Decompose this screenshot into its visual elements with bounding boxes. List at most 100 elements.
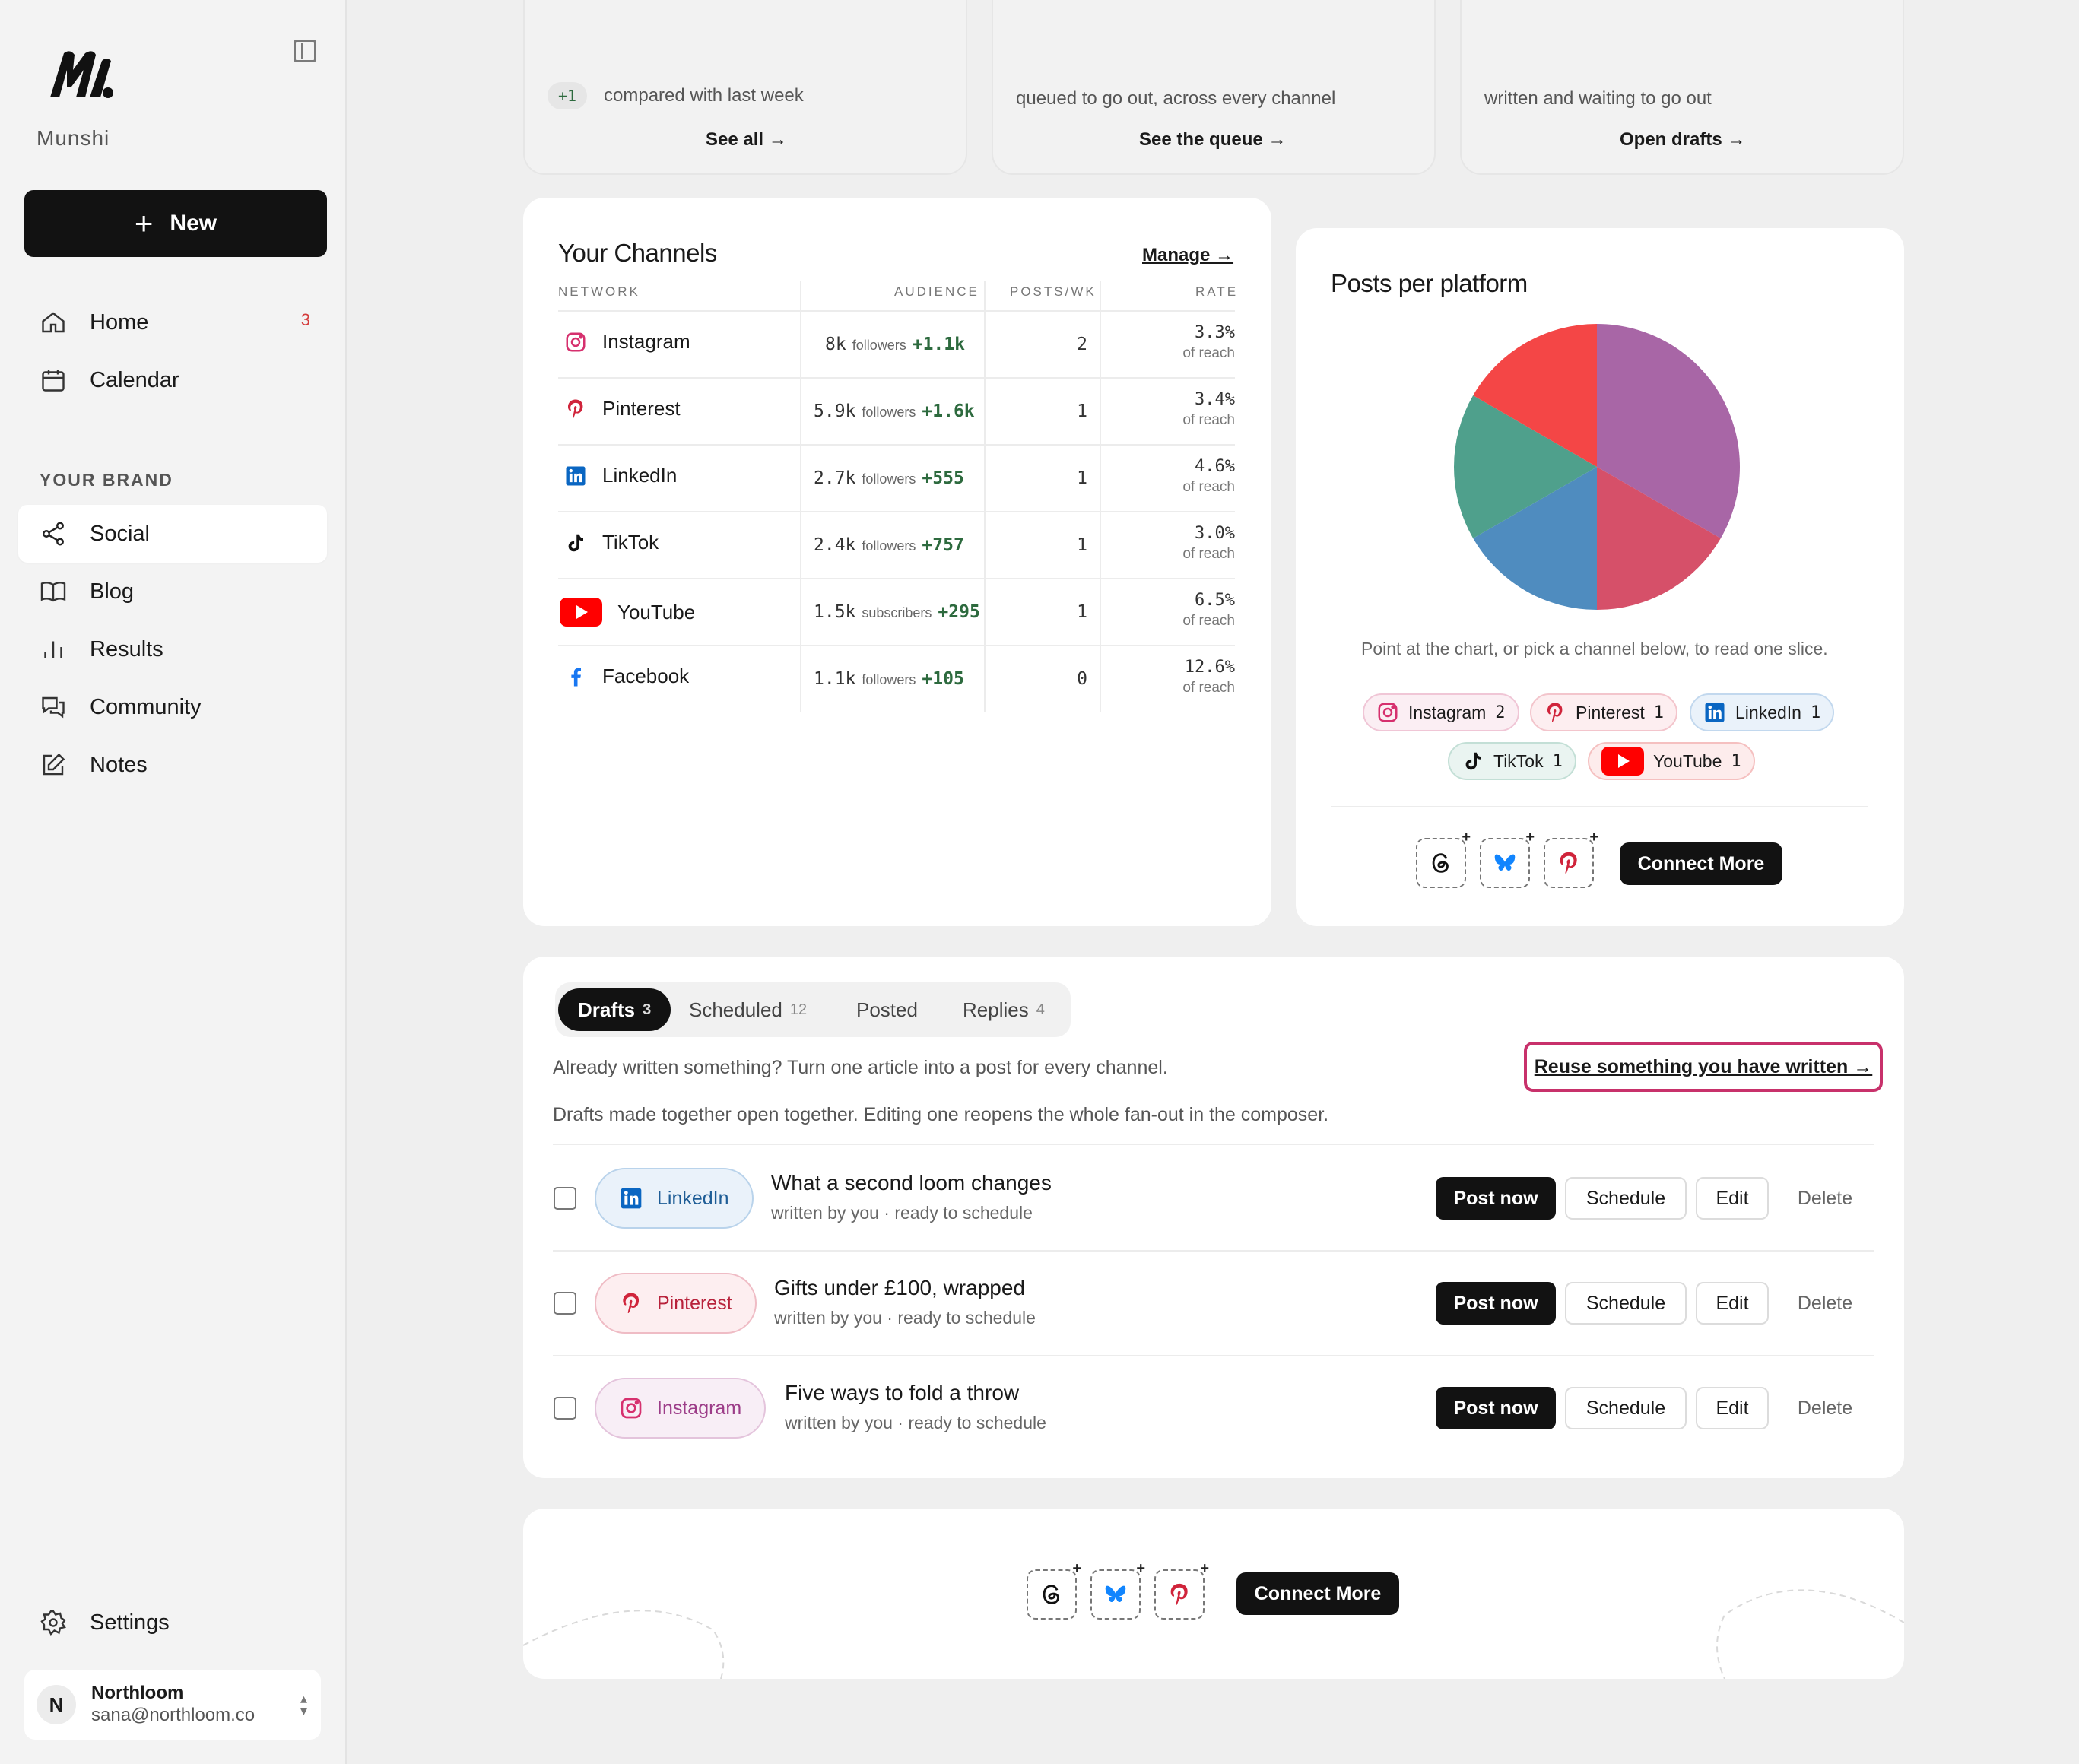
delete-button[interactable]: Delete (1797, 1187, 1853, 1209)
linkedin-icon (1705, 703, 1725, 722)
tab-posted[interactable]: Posted (836, 988, 938, 1031)
pie-slice-tiktok[interactable] (1454, 395, 1597, 538)
edit-button[interactable]: Edit (1696, 1282, 1769, 1325)
instagram-icon (566, 332, 586, 351)
collapse-sidebar-icon[interactable] (294, 40, 316, 62)
tab-scheduled[interactable]: Scheduled 12 (669, 988, 827, 1031)
post-now-button[interactable]: Post now (1436, 1177, 1556, 1220)
delete-button[interactable]: Delete (1797, 1397, 1853, 1419)
sidebar-item-home[interactable]: Home 3 (18, 293, 327, 351)
chart-hint: Point at the chart, or pick a channel be… (1361, 639, 1828, 658)
rate-caption: of reach (1182, 411, 1235, 428)
sidebar-item-results[interactable]: Results (18, 620, 327, 678)
youtube-icon (560, 598, 602, 627)
sidebar-item-social[interactable]: Social (18, 505, 327, 563)
edit-button[interactable]: Edit (1696, 1177, 1769, 1220)
audience-delta: +105 (922, 669, 964, 689)
pie-slice-pinterest[interactable] (1597, 467, 1721, 610)
manage-link[interactable]: Manage → (1142, 245, 1234, 265)
rate-cell: 3.0% of reach (1182, 523, 1235, 563)
channel-row-tiktok[interactable]: TikTok (564, 531, 659, 554)
audience-value: 2.7k (814, 468, 856, 488)
draft-title[interactable]: Gifts under £100, wrapped (774, 1276, 1025, 1299)
sidebar-item-label: Blog (90, 579, 135, 604)
rate-value: 12.6% (1184, 658, 1235, 677)
sidebar-item-label: Results (90, 636, 163, 662)
schedule-button[interactable]: Schedule (1565, 1387, 1687, 1429)
post-now-button[interactable]: Post now (1436, 1282, 1556, 1325)
schedule-button[interactable]: Schedule (1565, 1177, 1687, 1220)
channel-row-pinterest[interactable]: Pinterest (564, 397, 681, 420)
col-header-rate: RATE (1195, 284, 1239, 299)
tab-drafts[interactable]: Drafts 3 (558, 988, 671, 1031)
schedule-button[interactable]: Schedule (1565, 1282, 1687, 1325)
channel-row-linkedin[interactable]: LinkedIn (564, 464, 677, 487)
pie-slice-youtube[interactable] (1473, 324, 1597, 467)
pie-slice-linkedin[interactable] (1473, 467, 1597, 610)
draft-channel-chip: Pinterest (595, 1273, 757, 1334)
audience-value: 2.4k (814, 535, 856, 555)
gear-icon (40, 1610, 66, 1636)
sidebar-item-community[interactable]: Community (18, 678, 327, 736)
chip-instagram[interactable]: Instagram 2 (1363, 693, 1519, 731)
chip-youtube[interactable]: YouTube 1 (1588, 742, 1755, 780)
rate-cell: 4.6% of reach (1182, 456, 1235, 497)
rate-value: 4.6% (1195, 457, 1235, 476)
tab-count: 3 (643, 1001, 652, 1018)
new-button[interactable]: + New (24, 190, 327, 257)
sidebar-item-label: Calendar (90, 367, 179, 392)
divider (984, 281, 986, 712)
chip-linkedin[interactable]: LinkedIn 1 (1690, 693, 1835, 731)
pie-chart[interactable] (1452, 322, 1741, 611)
add-pinterest-button[interactable]: + (1154, 1560, 1209, 1620)
connect-more-button[interactable]: Connect More (1620, 842, 1782, 885)
channel-row-youtube[interactable]: YouTube (560, 598, 695, 627)
sidebar-item-calendar[interactable]: Calendar (18, 351, 327, 409)
audience-cell-clip: 1.5k subscribers +295 (814, 593, 984, 630)
stat-caption: queued to go out, across every channel (1016, 88, 1336, 109)
sidebar-item-notes[interactable]: Notes (18, 736, 327, 794)
see-all-link[interactable]: See all → (706, 129, 787, 150)
add-threads-button[interactable]: + (1027, 1560, 1081, 1620)
pie-slice-instagram[interactable] (1597, 324, 1740, 538)
add-bluesky-button[interactable]: + (1090, 1560, 1145, 1620)
channel-name: Pinterest (602, 397, 681, 420)
audience-unit: followers (862, 538, 916, 554)
chip-pinterest[interactable]: Pinterest 1 (1530, 693, 1678, 731)
munshi-logo[interactable] (47, 47, 116, 100)
chip-tiktok[interactable]: TikTok 1 (1448, 742, 1576, 780)
stat-card-queued (992, 0, 1436, 175)
rate-value: 3.0% (1195, 524, 1235, 543)
edit-button[interactable]: Edit (1696, 1387, 1769, 1429)
channel-row-facebook[interactable]: Facebook (564, 665, 689, 688)
draft-checkbox[interactable] (554, 1187, 576, 1210)
add-pinterest-button[interactable]: + (1544, 829, 1598, 888)
sidebar-item-settings[interactable]: Settings (18, 1594, 327, 1651)
delete-button[interactable]: Delete (1797, 1292, 1853, 1314)
see-queue-link[interactable]: See the queue → (1139, 129, 1287, 150)
connect-more-button[interactable]: Connect More (1236, 1572, 1399, 1615)
draft-channel-chip: LinkedIn (595, 1168, 754, 1229)
channel-row-instagram[interactable]: Instagram (564, 330, 690, 354)
draft-title[interactable]: What a second loom changes (771, 1171, 1052, 1195)
pinterest-icon (568, 399, 583, 418)
stat-caption: compared with last week (604, 85, 804, 106)
tab-replies[interactable]: Replies 4 (943, 988, 1065, 1031)
draft-checkbox[interactable] (554, 1397, 576, 1420)
posts-per-week: 1 (1077, 535, 1087, 555)
draft-checkbox[interactable] (554, 1292, 576, 1315)
add-threads-button[interactable]: + (1416, 829, 1471, 888)
channels-title: Your Channels (558, 239, 717, 267)
chip-label: LinkedIn (1735, 702, 1801, 722)
audience-unit: subscribers (862, 605, 932, 620)
post-now-button[interactable]: Post now (1436, 1387, 1556, 1429)
reuse-content-link[interactable]: Reuse something you have written → (1524, 1042, 1883, 1092)
rate-caption: of reach (1182, 679, 1235, 696)
draft-title[interactable]: Five ways to fold a throw (785, 1381, 1020, 1404)
sidebar-item-blog[interactable]: Blog (18, 563, 327, 620)
account-switcher[interactable]: N Northloom sana@northloom.co ▴ ▾ (24, 1670, 321, 1740)
add-bluesky-button[interactable]: + (1480, 829, 1535, 888)
open-drafts-link[interactable]: Open drafts → (1620, 129, 1746, 150)
drafts-intro: Already written something? Turn one arti… (553, 1057, 1168, 1078)
draft-meta: written by you · ready to schedule (771, 1203, 1033, 1223)
